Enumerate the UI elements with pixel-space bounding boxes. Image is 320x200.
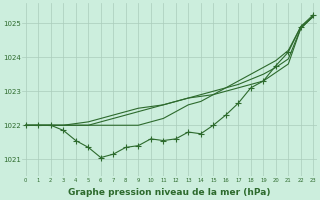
- X-axis label: Graphe pression niveau de la mer (hPa): Graphe pression niveau de la mer (hPa): [68, 188, 271, 197]
